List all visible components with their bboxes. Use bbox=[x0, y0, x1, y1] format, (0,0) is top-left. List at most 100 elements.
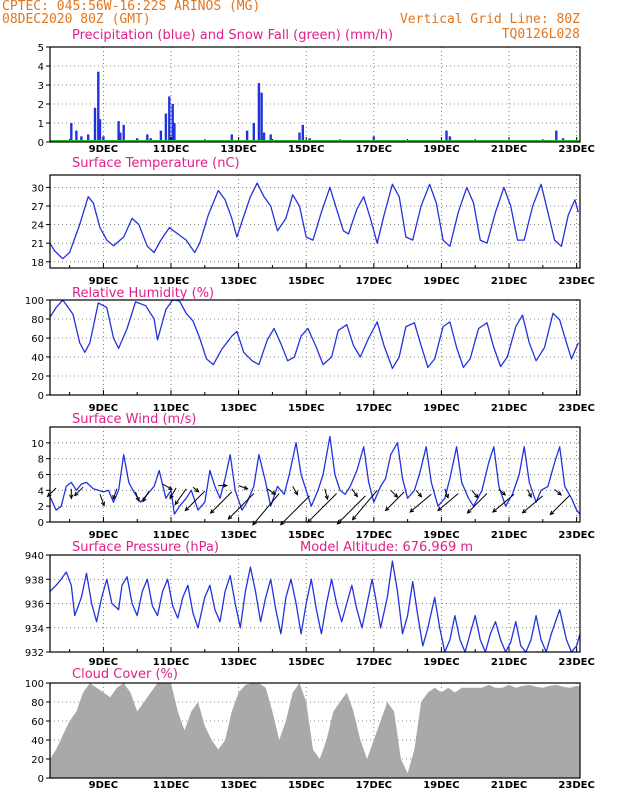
precip-bar bbox=[448, 136, 452, 142]
wind-xtick-label: 23DEC bbox=[558, 530, 594, 541]
cloud-xtick-label: 15DEC bbox=[288, 780, 324, 791]
humidity-ytick-label: 60 bbox=[31, 334, 44, 345]
cloud-xtick-label: 17DEC bbox=[356, 780, 392, 791]
wind-ytick-label: 2 bbox=[38, 502, 44, 513]
temperature-xtick-label: 15DEC bbox=[288, 276, 324, 287]
precip-xtick-label: 15DEC bbox=[288, 144, 324, 155]
precip-bar bbox=[171, 104, 174, 142]
cloud-ytick-label: 0 bbox=[38, 774, 44, 785]
temperature-xtick-label: 11DEC bbox=[153, 276, 189, 287]
wind-arrow-head bbox=[501, 491, 507, 496]
wind-arrow bbox=[498, 489, 506, 496]
wind-arrow bbox=[554, 489, 562, 496]
precip-bar bbox=[260, 92, 263, 142]
wind-arrow-head bbox=[222, 483, 228, 488]
precip-bar bbox=[257, 83, 261, 142]
wind-arrow bbox=[467, 493, 488, 514]
header-station: CPTEC: 045:56W-16:22S ARINOS (MG) bbox=[2, 0, 261, 14]
header-datetime: 08DEC2020 80Z (GMT) bbox=[2, 12, 151, 27]
humidity-xtick-label: 15DEC bbox=[288, 403, 324, 414]
wind-arrow-head bbox=[69, 494, 74, 500]
wind-arrow-head bbox=[521, 508, 527, 514]
precip-bar bbox=[102, 136, 105, 142]
wind-arrow-head bbox=[271, 490, 277, 495]
wind-arrow bbox=[385, 491, 405, 511]
pressure-xtick-label: 23DEC bbox=[558, 657, 594, 668]
cloud-cover-area bbox=[50, 683, 580, 778]
cloud-xtick-label: 19DEC bbox=[423, 780, 459, 791]
wind-arrow-head bbox=[336, 519, 342, 525]
pressure-ytick-label: 932 bbox=[25, 648, 44, 659]
temperature-xtick-label: 9DEC bbox=[89, 276, 118, 287]
precip-ytick-label: 4 bbox=[38, 62, 44, 73]
wind-arrow-head bbox=[142, 497, 147, 503]
precip-bar bbox=[97, 71, 100, 142]
wind-ytick-label: 0 bbox=[38, 518, 44, 529]
precip-title: Precipitation (blue) and Snow Fall (gree… bbox=[72, 28, 393, 43]
humidity-xtick-label: 23DEC bbox=[558, 403, 594, 414]
pressure-ytick-label: 938 bbox=[25, 575, 44, 586]
precip-bar bbox=[555, 130, 558, 142]
precip-bar bbox=[93, 107, 97, 142]
cloud-ytick-label: 20 bbox=[31, 755, 44, 766]
precip-bar bbox=[117, 121, 120, 142]
wind-arrow-head bbox=[393, 493, 399, 498]
cloud-xtick-label: 21DEC bbox=[491, 780, 527, 791]
humidity-ytick-label: 0 bbox=[38, 391, 44, 402]
temperature-xtick-label: 19DEC bbox=[423, 276, 459, 287]
wind-xtick-label: 9DEC bbox=[89, 530, 118, 541]
precip-frame bbox=[49, 46, 581, 143]
wind-xtick-label: 17DEC bbox=[356, 530, 392, 541]
precip-bar bbox=[301, 124, 304, 142]
wind-arrow-head bbox=[444, 493, 449, 499]
wind-arrow-head bbox=[174, 500, 179, 506]
wind-arrow bbox=[471, 489, 479, 499]
humidity-title: Relative Humidity (%) bbox=[72, 286, 214, 301]
pressure-xtick-label: 17DEC bbox=[356, 657, 392, 668]
header: CPTEC: 045:56W-16:22S ARINOS (MG) 08DEC2… bbox=[0, 0, 618, 42]
temperature-xtick-label: 17DEC bbox=[356, 276, 392, 287]
wind-arrow bbox=[228, 493, 255, 520]
cloud-xtick-label: 23DEC bbox=[558, 780, 594, 791]
wind-arrow bbox=[169, 487, 177, 499]
pressure-frame bbox=[49, 554, 581, 653]
precip-bar bbox=[119, 132, 122, 142]
wind-arrow bbox=[337, 495, 366, 525]
precip-xtick-label: 19DEC bbox=[423, 144, 459, 155]
wind-arrow-head bbox=[100, 501, 105, 507]
precip-ytick-label: 5 bbox=[38, 43, 44, 54]
precip-bar bbox=[262, 132, 266, 142]
precip-bar bbox=[87, 134, 90, 142]
precip-bar bbox=[245, 130, 249, 142]
precip-bar bbox=[122, 124, 125, 142]
wind-arrow bbox=[192, 486, 199, 493]
wind-arrow-head bbox=[549, 510, 555, 516]
wind-arrow bbox=[135, 491, 140, 502]
wind-arrow-head bbox=[353, 492, 358, 498]
wind-arrow bbox=[527, 489, 532, 498]
wind-xtick-label: 11DEC bbox=[153, 530, 189, 541]
precip-bar bbox=[173, 123, 176, 142]
precip-bar bbox=[230, 134, 233, 142]
wind-title: Surface Wind (m/s) bbox=[72, 412, 196, 427]
temperature-ytick-label: 18 bbox=[31, 258, 44, 269]
wind-arrow bbox=[415, 489, 422, 498]
pressure-xtick-label: 19DEC bbox=[423, 657, 459, 668]
wind-xtick-label: 19DEC bbox=[423, 530, 459, 541]
precip-bar bbox=[298, 132, 301, 142]
humidity-ytick-label: 100 bbox=[25, 296, 44, 307]
wind-ytick-label: 6 bbox=[38, 471, 44, 482]
wind-arrow-head bbox=[557, 491, 562, 496]
wind-frame bbox=[49, 426, 581, 523]
temperature-xtick-label: 23DEC bbox=[558, 276, 594, 287]
pressure-xtick-label: 9DEC bbox=[89, 657, 118, 668]
wind-arrow-head bbox=[437, 506, 443, 512]
precip-bar bbox=[164, 113, 168, 142]
temperature-xtick-label: 13DEC bbox=[220, 276, 256, 287]
wind-arrow bbox=[142, 490, 150, 502]
precip-xtick-label: 23DEC bbox=[558, 144, 594, 155]
precip-bar bbox=[252, 123, 255, 142]
temperature-ytick-label: 21 bbox=[31, 239, 44, 250]
pressure-xtick-label: 21DEC bbox=[491, 657, 527, 668]
wind-arrow-head bbox=[243, 485, 249, 490]
